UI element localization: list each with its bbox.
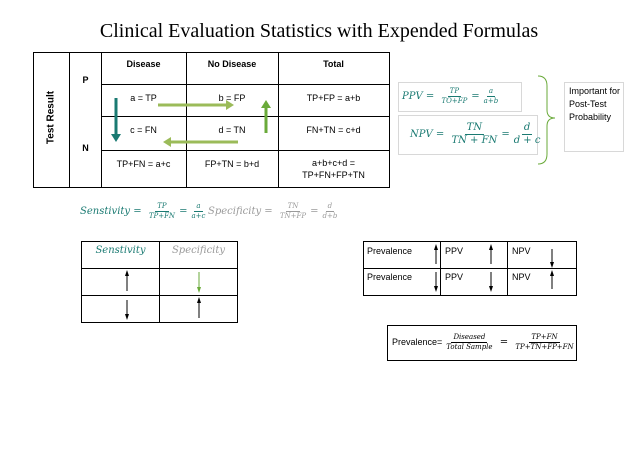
header-disease: Disease [126,59,161,69]
prevalence-formula-label: Prevalence= [392,337,443,347]
prev-num-2: TP+FN [529,333,560,343]
npv-row1-down-arrow-icon [550,249,554,268]
prev-den-1: Total Sample [446,342,493,351]
grand-total-line-1: a+b+c+d = [311,158,356,168]
cell-tn: d = TN [218,125,246,135]
ppv-den-2: a+b [483,96,499,105]
header-no-disease: No Disease [207,59,257,69]
prev-row1-ppv: PPV [445,246,464,256]
prev-row1-label: Prevalence [367,246,413,256]
specificity-den-2: d+b [322,211,338,220]
ppv-den-1: TO+FP [441,96,468,105]
prev-row2-down-arrow-icon [434,272,438,292]
ppv-row1-up-arrow-icon [489,244,493,264]
sens-column-header: Senstivity [95,245,146,256]
sens-down-arrow-icon [125,300,129,320]
sensitivity-num-1: TP [155,202,169,212]
specificity-num-1: TN [285,202,301,212]
specificity-den-1: TN+FP [279,211,307,220]
cell-row-p-total: TP+FP = a+b [306,93,361,103]
spec-up-arrow-icon [197,297,201,318]
specificity-label: Specificity [208,205,262,217]
specificity-formula: Specificity = TN TN+FP = d d+b [208,202,338,220]
grand-total-line-2: TP+FN+FP+TN [302,170,365,180]
spec-down-arrow-icon [197,272,201,293]
ppv-num-2: a [486,87,496,97]
sensitivity-formula: Senstivity = TP TP+FN = a a+c [80,202,206,220]
ppv-row2-down-arrow-icon [489,272,493,292]
sensitivity-num-2: a [194,202,203,212]
cell-grand-total: a+b+c+d = TP+FN+FP+TN [278,151,389,187]
arrow-tn-to-fn [163,137,238,147]
sensitivity-den-2: a+c [191,211,206,220]
prevalence-formula-box [387,325,577,361]
spec-column-header: Specificity [171,245,226,256]
row-label-p: P [82,75,89,85]
post-test-note-box [564,82,624,152]
ppv-formula-box [398,82,522,112]
ppv-num-1: TP [447,87,462,97]
arrow-tp-to-fp [158,100,234,110]
prev-row1-npv: NPV [512,246,531,256]
post-test-note: Important for Post-Test Probability [569,86,621,122]
prev-num-1: Diseased [451,333,488,343]
prev-row2-npv: NPV [512,272,531,282]
npv-formula-box [398,115,538,155]
page-title: Clinical Evaluation Statistics with Expe… [99,20,539,42]
npv-num-2: d [521,122,533,135]
sensitivity-den-1: TP+FN [148,211,176,220]
cell-fn: c = FN [130,125,157,135]
cell-col-disease-total: TP+FN = a+c [116,159,171,169]
npv-label: NPV [410,128,433,140]
npv-den-1: TN + FN [451,134,498,146]
ppv-formula: PPV = TP TO+FP = a a+b [402,87,499,105]
prev-row2-ppv: PPV [445,272,464,282]
ppv-label: PPV [402,90,423,102]
specificity-num-2: d [325,202,335,212]
prev-row2-label: Prevalence [367,272,413,282]
prev-row1-up-arrow-icon [434,244,438,264]
cell-tp: a = TP [130,93,157,103]
cell-row-n-total: FN+TN = c+d [306,125,361,135]
row-label-n: N [82,143,89,153]
cell-col-no-disease-total: FP+TN = b+d [204,159,260,169]
arrow-tn-to-fp [261,100,271,133]
header-total: Total [323,59,344,69]
arrow-tp-to-fn [111,98,121,142]
cell-fp: b = FP [218,93,246,103]
npv-num-1: TN [464,122,485,135]
prev-den-2: TP+TN+FP+FN [515,342,574,351]
prevalence-formula: Prevalence= Diseased Total Sample = TP+FN… [392,333,574,351]
npv-row2-up-arrow-icon [550,270,554,289]
sensitivity-label: Senstivity [80,205,131,217]
sens-up-arrow-icon [125,270,129,291]
npv-den-2: d + c [513,134,541,146]
